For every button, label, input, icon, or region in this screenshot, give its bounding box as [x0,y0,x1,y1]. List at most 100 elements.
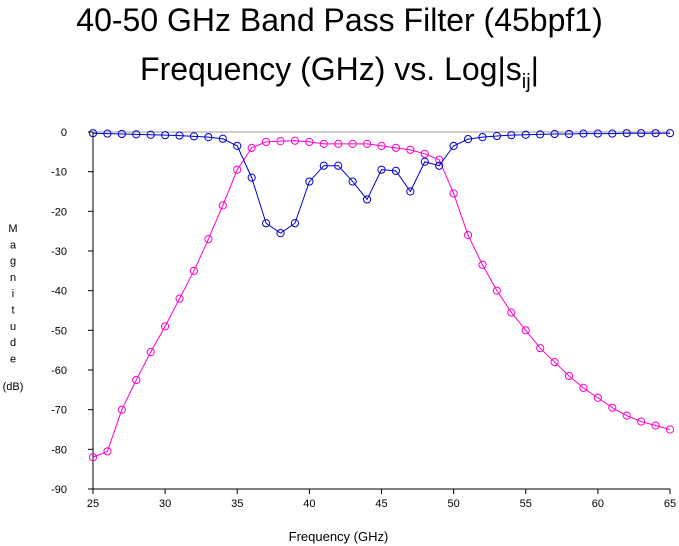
data-point [189,266,199,275]
y-tick-label: -10 [51,167,67,179]
data-point [132,375,141,385]
axis-labels: 0 -10 -20 -30 -40 -50 -60 -70 -80 -90 25 30 35 40 45 50… [3,127,677,544]
data-point [233,165,242,174]
data-point [550,129,559,139]
data-point [377,165,386,174]
y-axis-label-letter: e [10,353,16,365]
data-point [507,308,516,317]
x-tick-label: 50 [448,498,460,510]
data-point [651,421,660,430]
data-point [536,130,545,139]
data-point [161,131,170,140]
data-point [103,447,112,456]
data-point [579,129,588,138]
data-point [319,139,328,148]
data-point [463,231,473,240]
data-point [449,141,458,150]
data-point [492,131,501,141]
x-tick-label: 65 [664,498,676,510]
chart-title: 40-50 GHz Band Pass Filter (45bpf1) [76,2,603,38]
data-point [305,177,314,186]
y-tick-label: -50 [51,325,67,337]
data-point [290,219,300,228]
data-point [218,201,227,210]
y-axis-label-letter: u [10,321,16,333]
y-axis-label-letter: n [10,272,16,284]
data-point [305,137,314,147]
y-tick-label: -80 [51,444,67,456]
y-axis-label-letter: g [10,256,16,268]
data-point [521,326,530,335]
data-point [233,141,242,150]
data-point [492,286,501,295]
data-point [593,129,602,138]
data-point [435,155,444,164]
x-tick-label: 45 [375,498,387,510]
data-point [276,137,285,146]
data-point [88,129,98,138]
data-point [391,143,401,152]
data-point [665,425,675,434]
data-point [189,132,199,141]
data-point [564,129,574,139]
y-tick-label: -90 [51,484,67,496]
data-point [161,322,170,331]
y-axis-label-letter: t [11,305,14,317]
y-axis-label-letter: a [10,239,17,251]
x-tick-label: 30 [159,498,171,510]
y-tick-label: -70 [51,405,67,417]
data-point [622,411,631,420]
data-point [348,177,357,186]
data-point [117,405,126,414]
data-point [276,229,285,238]
data-point [88,453,98,462]
data-point [319,161,328,170]
series-layer [88,129,675,462]
data-point [536,344,545,353]
y-tick-label: -20 [51,206,67,218]
data-point [564,371,574,381]
data-point [550,357,559,367]
data-point [449,189,458,198]
data-point [175,294,184,303]
x-tick-label: 35 [231,498,243,510]
data-point [478,133,487,142]
data-point [420,157,429,166]
data-point [521,130,530,139]
data-point [247,143,256,152]
data-point [637,129,646,138]
axes [88,131,671,494]
y-tick-label: -30 [51,246,67,258]
x-tick-label: 40 [303,498,315,510]
x-tick-label: 55 [520,498,532,510]
x-tick-label: 60 [592,498,604,510]
series-1 [88,136,675,462]
data-point [218,134,227,143]
chart-subtitle: Frequency (GHz) vs. Log|sij| [0,51,679,100]
data-point [262,137,271,147]
data-point [507,131,516,140]
data-point [117,129,126,139]
data-point [262,219,271,228]
x-axis-label: Frequency (GHz) [289,529,389,544]
data-point [348,139,357,148]
y-tick-label: -40 [51,286,67,298]
data-point [334,139,343,148]
subtitle-tail: | [530,51,539,87]
y-axis-label-letter: i [12,288,14,300]
data-point [478,260,487,269]
data-point [146,348,155,357]
data-point [406,145,415,154]
series-line [92,132,670,234]
y-axis-label-letter: M [8,223,17,235]
data-point [377,141,386,150]
y-tick-label: 0 [61,127,67,139]
data-point [593,393,602,402]
data-point [608,403,617,412]
y-tick-label: -60 [51,365,67,377]
data-point [637,417,646,426]
data-point [420,149,429,158]
y-axis-unit: (dB) [3,381,24,393]
data-point [362,195,372,204]
